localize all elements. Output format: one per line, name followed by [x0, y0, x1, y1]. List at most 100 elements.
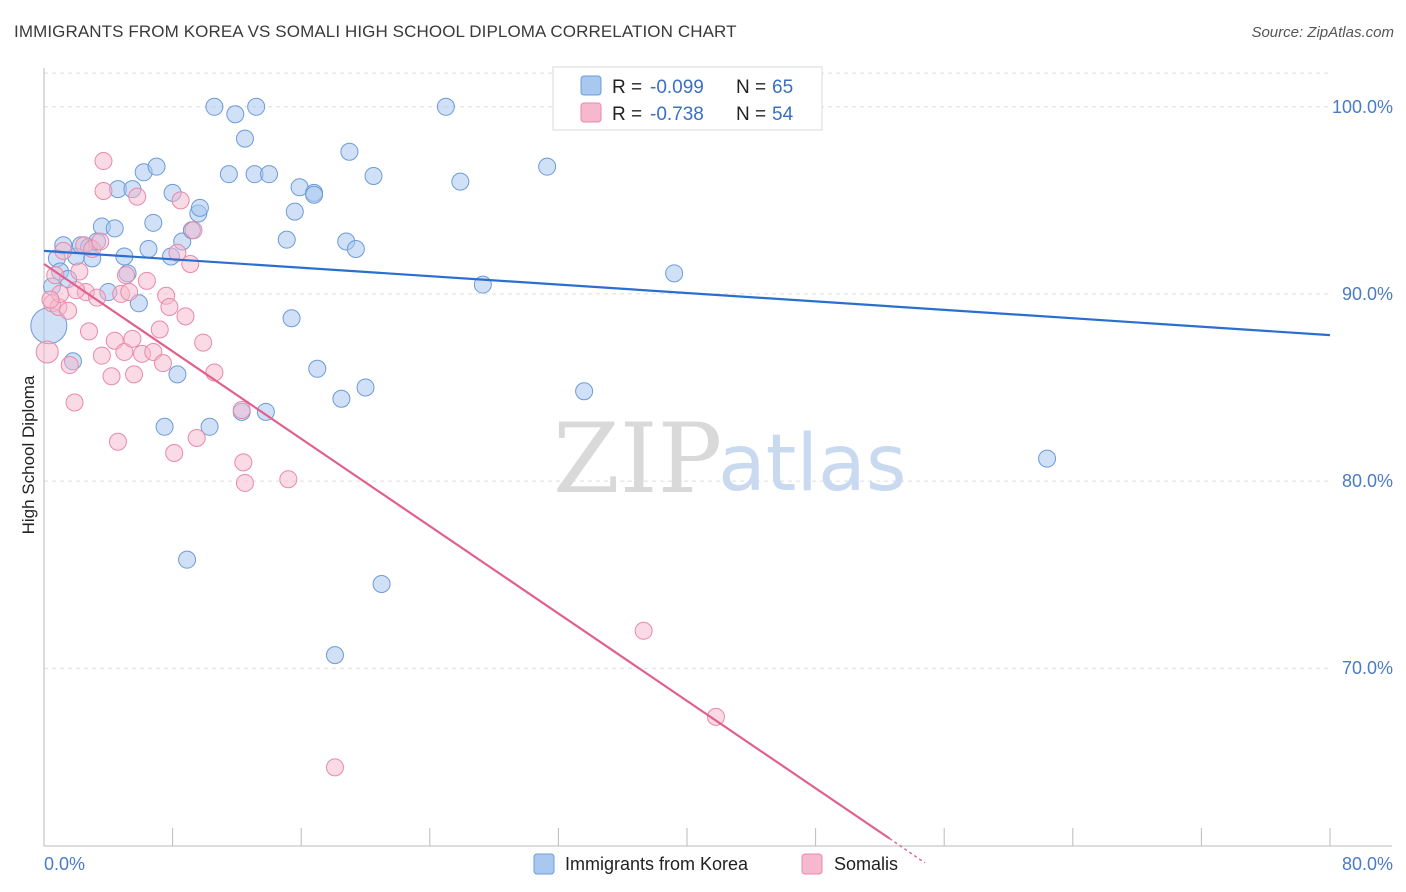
point-somalis [80, 322, 99, 341]
chart-title: IMMIGRANTS FROM KOREA VS SOMALI HIGH SCH… [14, 22, 737, 41]
point-somalis [115, 342, 134, 361]
point-somalis [194, 333, 213, 352]
series-legend: Immigrants from Korea Somalis [533, 853, 898, 875]
legend-n-value-korea: 65 [772, 77, 793, 98]
point-somalis [60, 356, 79, 375]
source-label: Source: ZipAtlas.com [1251, 24, 1394, 41]
point-somalis [150, 320, 169, 339]
point-korea [305, 185, 324, 204]
point-korea [226, 105, 245, 124]
legend-r-value-korea: -0.099 [650, 77, 704, 98]
point-somalis [92, 346, 111, 365]
point-korea [105, 219, 124, 238]
point-somalis [123, 329, 142, 348]
point-korea [575, 382, 594, 401]
bottom-legend-label-korea: Immigrants from Korea [565, 854, 749, 874]
legend-r-label-somalis: R = [612, 104, 642, 125]
bottom-legend-swatch-korea [533, 853, 555, 875]
point-korea [665, 264, 684, 283]
point-korea [282, 309, 301, 328]
trendline-korea [43, 249, 1331, 337]
trend-lines [43, 249, 1331, 864]
legend-swatch-somalis [580, 102, 602, 123]
point-korea [340, 142, 359, 161]
point-somalis [232, 400, 251, 419]
legend-n-label-korea: N = [736, 77, 766, 98]
point-korea [139, 240, 158, 259]
x-tick-labels: 0.0% 80.0% [44, 854, 1393, 874]
y-tick-label-90: 90.0% [1342, 284, 1393, 304]
point-korea [260, 165, 279, 184]
point-somalis [41, 290, 60, 309]
point-korea [1038, 449, 1057, 468]
point-korea [190, 198, 209, 217]
trendline-somalis [43, 263, 891, 840]
point-somalis [70, 262, 89, 281]
point-somalis [108, 432, 127, 451]
point-somalis [120, 283, 139, 302]
point-somalis [125, 365, 144, 384]
point-somalis [234, 453, 253, 472]
point-korea [364, 167, 383, 186]
point-korea [205, 97, 224, 116]
grid-lines [44, 72, 1330, 669]
point-korea [538, 157, 557, 176]
point-korea [178, 550, 197, 569]
y-tick-label-80: 80.0% [1342, 471, 1393, 491]
legend-r-label-korea: R = [612, 77, 642, 98]
point-korea [256, 402, 275, 421]
point-somalis [65, 393, 84, 412]
legend-r-value-somalis: -0.738 [650, 104, 704, 125]
point-korea [451, 172, 470, 191]
point-somalis [184, 221, 203, 240]
x-tick-label-max: 80.0% [1342, 854, 1393, 874]
point-korea [155, 417, 174, 436]
series-korea-points [30, 97, 1057, 665]
legend-swatch-korea [580, 75, 602, 96]
point-somalis [128, 187, 147, 206]
point-korea [144, 213, 163, 232]
point-korea [356, 378, 375, 397]
bottom-legend-swatch-somalis [801, 853, 823, 875]
series-somalis-points [35, 152, 725, 777]
stats-legend: R = -0.099 N = 65 R = -0.738 N = 54 [552, 66, 823, 131]
point-korea [247, 97, 266, 116]
point-korea [372, 575, 391, 593]
bottom-legend-label-somalis: Somalis [834, 854, 898, 874]
watermark: ZIP atlas [553, 403, 907, 515]
point-somalis [46, 266, 65, 285]
x-tick-label-min: 0.0% [44, 854, 85, 874]
point-somalis [102, 367, 121, 386]
point-somalis [35, 340, 59, 364]
point-somalis [59, 301, 78, 320]
point-korea [277, 230, 296, 249]
point-somalis [171, 191, 190, 210]
y-tick-label-70: 70.0% [1342, 658, 1393, 678]
point-somalis [91, 232, 110, 251]
point-somalis [325, 758, 344, 777]
point-korea [200, 417, 219, 436]
point-somalis [279, 470, 298, 489]
point-somalis [94, 152, 113, 171]
point-somalis [176, 307, 195, 326]
y-tick-labels: 70.0% 80.0% 90.0% 100.0% [1332, 97, 1393, 678]
point-somalis [137, 271, 156, 290]
legend-n-value-somalis: 54 [772, 104, 794, 125]
point-somalis [116, 266, 135, 285]
axes [43, 68, 1392, 847]
point-somalis [187, 429, 206, 448]
point-somalis [160, 298, 179, 317]
watermark-atlas: atlas [718, 419, 907, 509]
point-somalis [168, 243, 187, 262]
point-somalis [94, 182, 113, 200]
point-korea [436, 97, 455, 116]
point-korea [285, 202, 304, 221]
point-somalis [67, 281, 86, 300]
point-somalis [706, 707, 725, 726]
legend-n-label-somalis: N = [736, 104, 766, 125]
point-somalis [153, 354, 172, 373]
point-somalis [181, 254, 200, 273]
point-korea [235, 129, 254, 148]
watermark-zip: ZIP [553, 403, 722, 515]
